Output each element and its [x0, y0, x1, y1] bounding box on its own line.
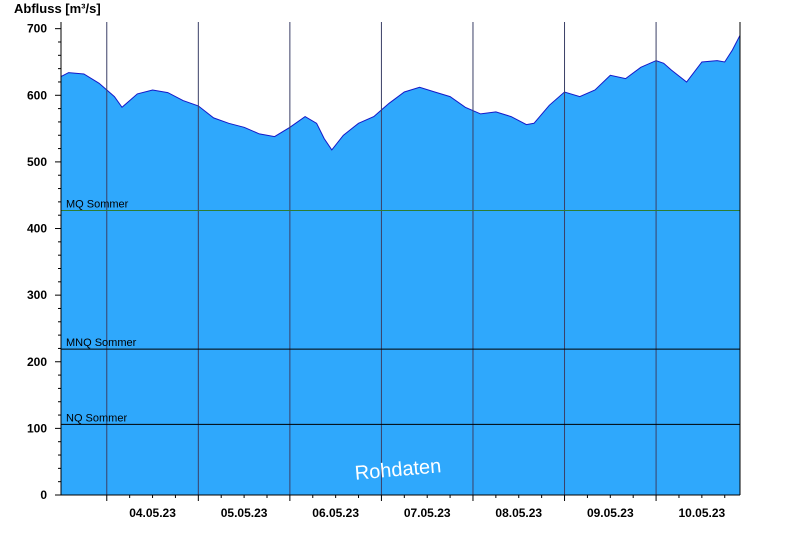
x-tick-label: 08.05.23	[495, 506, 542, 520]
reference-line-label: NQ Sommer	[66, 412, 127, 424]
x-tick-label: 05.05.23	[221, 506, 268, 520]
y-tick-label: 0	[40, 488, 47, 502]
discharge-line	[60, 35, 741, 151]
x-tick-label: 06.05.23	[312, 506, 359, 520]
reference-line-label: MQ Sommer	[66, 199, 129, 211]
y-tick-label: 400	[27, 222, 47, 236]
x-tick-label: 09.05.23	[587, 506, 634, 520]
y-tick-label: 300	[27, 288, 47, 302]
y-tick-label: 700	[27, 22, 47, 36]
x-tick-label: 07.05.23	[404, 506, 451, 520]
y-tick-label: 600	[27, 88, 47, 102]
y-tick-label: 500	[27, 155, 47, 169]
y-axis-title: Abfluss [m³/s]	[14, 1, 101, 16]
y-tick-label: 200	[27, 355, 47, 369]
x-tick-label: 10.05.23	[678, 506, 725, 520]
reference-line-label: MNQ Sommer	[66, 337, 137, 349]
x-tick-label: 04.05.23	[129, 506, 176, 520]
y-tick-label: 100	[27, 421, 47, 435]
discharge-area	[61, 35, 740, 496]
